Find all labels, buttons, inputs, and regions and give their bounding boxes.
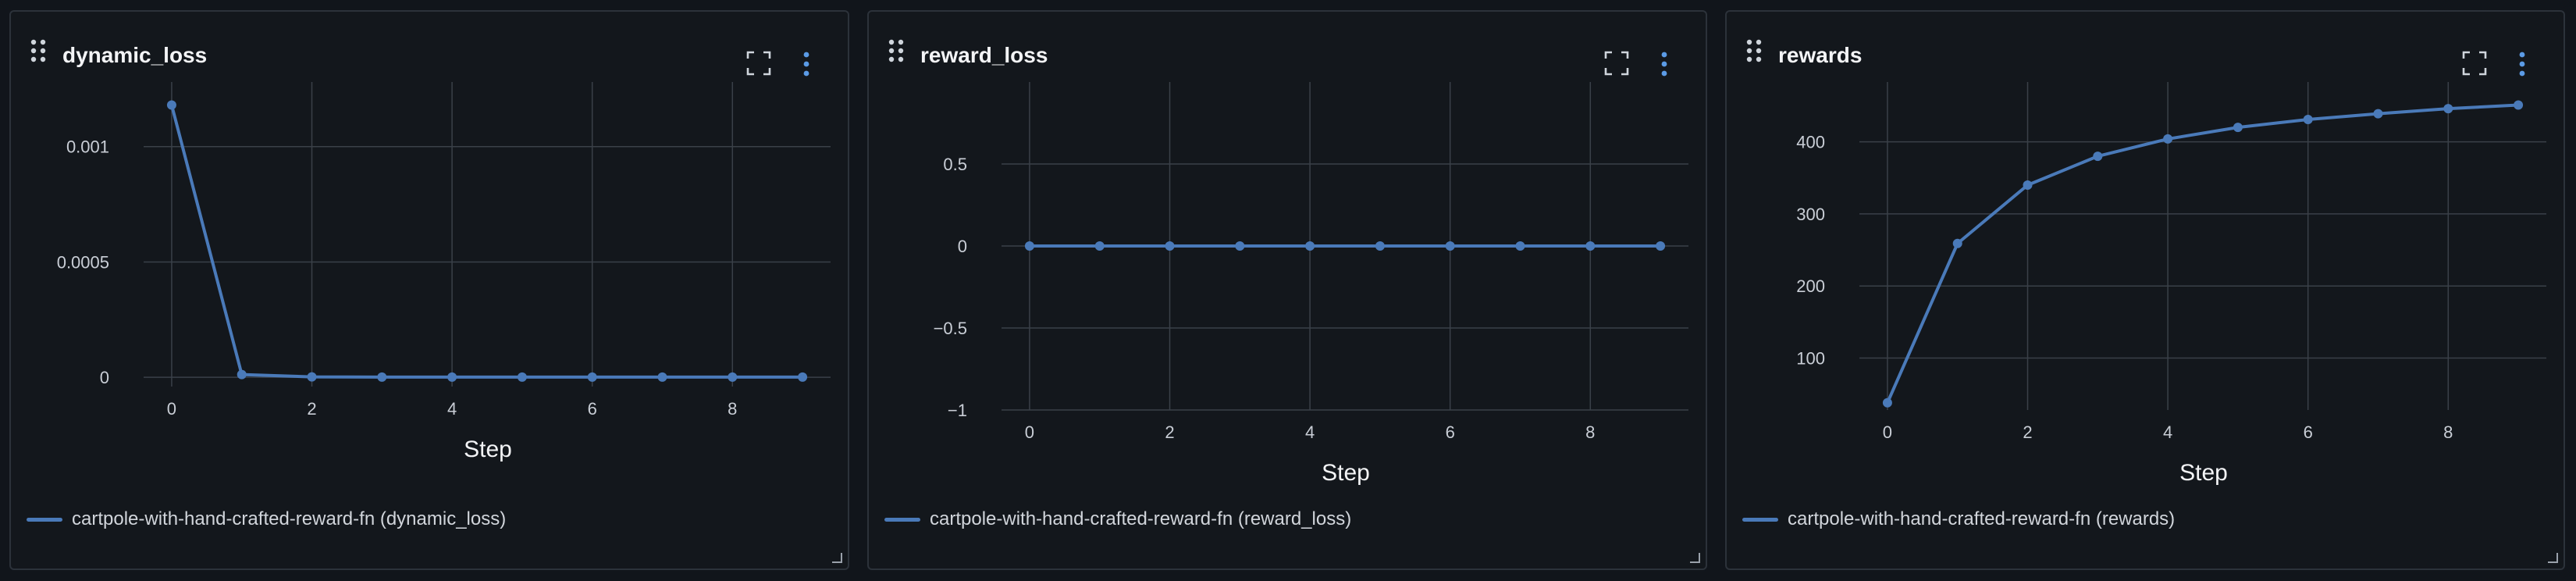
data-point: [728, 372, 738, 382]
data-point: [1952, 238, 1962, 248]
panel-title: rewards: [1778, 43, 1863, 67]
data-point: [166, 100, 176, 110]
drag-handle-icon[interactable]: [1745, 38, 1763, 63]
data-point: [307, 372, 317, 382]
line-chart-reward-loss: 0 2 4 6 8 −1 −0.5 0 0.5 Step: [934, 82, 1688, 486]
y-tick-label: 0: [958, 237, 967, 256]
drag-handle-icon[interactable]: [888, 38, 905, 63]
y-tick-label: 0.001: [66, 137, 109, 157]
x-tick-label: 6: [1446, 422, 1455, 442]
data-point: [587, 372, 597, 382]
x-tick-label: 2: [2023, 422, 2032, 442]
data-point: [2163, 134, 2173, 144]
x-tick-label: 4: [447, 399, 457, 419]
y-tick-label: 300: [1796, 205, 1825, 224]
data-point: [2443, 104, 2453, 114]
more-options-icon[interactable]: [1659, 51, 1670, 77]
data-point: [237, 369, 247, 380]
resize-handle-icon[interactable]: [1688, 551, 1701, 564]
series-line: [1886, 103, 2519, 404]
data-point: [1656, 241, 1666, 251]
legend-item[interactable]: cartpole-with-hand-crafted-reward-fn (re…: [1742, 508, 2175, 530]
expand-icon[interactable]: [2462, 51, 2487, 76]
y-tick-label: 0.0005: [57, 252, 109, 272]
x-tick-label: 8: [1585, 422, 1595, 442]
x-tick-label: 6: [588, 399, 597, 419]
data-point: [1375, 241, 1385, 251]
x-tick-label: 0: [1883, 422, 1892, 442]
chart-panel-rewards: rewards 0 2 4 6 8 100 200 300 400 Step cartpole-w…: [1725, 10, 2565, 570]
data-point: [1024, 241, 1034, 251]
data-point: [517, 372, 527, 382]
data-point: [2514, 100, 2524, 110]
x-tick-label: 4: [2163, 422, 2172, 442]
chart-panel-dynamic-loss: dynamic_loss 0 2 4 6 8 0 0.0005 0.001 Step cartp…: [9, 10, 849, 570]
panel-header: dynamic_loss: [11, 12, 848, 98]
x-tick-label: 2: [307, 399, 316, 419]
data-point: [1445, 241, 1455, 251]
data-point: [2233, 123, 2243, 133]
x-tick-label: 8: [2443, 422, 2453, 442]
panel-title: dynamic_loss: [62, 43, 208, 67]
legend-label: cartpole-with-hand-crafted-reward-fn (dy…: [72, 508, 507, 529]
data-point: [2093, 151, 2103, 162]
data-point: [377, 372, 387, 382]
panel-header: reward_loss: [869, 12, 1706, 98]
legend-label: cartpole-with-hand-crafted-reward-fn (re…: [930, 508, 1352, 529]
y-tick-label: 400: [1796, 133, 1825, 152]
expand-icon[interactable]: [1604, 51, 1629, 76]
x-tick-label: 0: [167, 399, 176, 419]
drag-handle-icon[interactable]: [30, 38, 47, 63]
legend-item[interactable]: cartpole-with-hand-crafted-reward-fn (re…: [884, 508, 1351, 530]
y-tick-label: −0.5: [934, 319, 967, 338]
x-axis-title: Step: [1322, 460, 1370, 486]
data-point: [2303, 115, 2313, 124]
expand-icon[interactable]: [746, 51, 771, 76]
more-options-icon[interactable]: [801, 51, 812, 77]
y-tick-label: −1: [948, 401, 967, 420]
legend-item[interactable]: cartpole-with-hand-crafted-reward-fn (dy…: [27, 508, 506, 530]
data-point: [1585, 241, 1596, 251]
x-axis-title: Step: [464, 437, 512, 462]
resize-handle-icon[interactable]: [2546, 551, 2559, 564]
data-point: [447, 372, 457, 382]
y-tick-label: 0.5: [943, 155, 967, 174]
line-chart-rewards: 0 2 4 6 8 100 200 300 400 Step: [1796, 82, 2546, 486]
data-point: [657, 372, 667, 382]
data-point: [2373, 109, 2383, 119]
y-tick-label: 200: [1796, 276, 1825, 296]
legend-swatch: [884, 517, 920, 522]
series-line: [169, 105, 803, 379]
y-tick-label: 100: [1796, 349, 1825, 369]
resize-handle-icon[interactable]: [831, 551, 843, 564]
x-tick-label: 8: [728, 399, 737, 419]
panel-header: rewards: [1727, 12, 2564, 98]
data-point: [1094, 241, 1105, 251]
x-tick-label: 0: [1025, 422, 1034, 442]
legend-label: cartpole-with-hand-crafted-reward-fn (re…: [1788, 508, 2176, 529]
legend-swatch: [27, 517, 62, 522]
data-point: [2023, 180, 2033, 190]
legend-swatch: [1742, 517, 1778, 522]
panel-title: reward_loss: [920, 43, 1048, 67]
x-tick-label: 2: [1165, 422, 1174, 442]
x-axis-title: Step: [2179, 460, 2228, 486]
y-tick-label: 0: [100, 368, 109, 387]
chart-panel-reward-loss: reward_loss 0 2 4 6 8 −1 −0.5 0 0.5 Step cartpole…: [867, 10, 1707, 570]
x-tick-label: 6: [2304, 422, 2313, 442]
data-point: [1515, 241, 1525, 251]
line-chart-dynamic-loss: 0 2 4 6 8 0 0.0005 0.001 Step: [57, 82, 831, 462]
data-point: [1882, 397, 1892, 408]
data-point: [798, 372, 808, 382]
more-options-icon[interactable]: [2517, 51, 2528, 77]
data-point: [1305, 241, 1315, 251]
data-point: [1165, 241, 1175, 251]
data-point: [1235, 241, 1245, 251]
x-tick-label: 4: [1305, 422, 1315, 442]
